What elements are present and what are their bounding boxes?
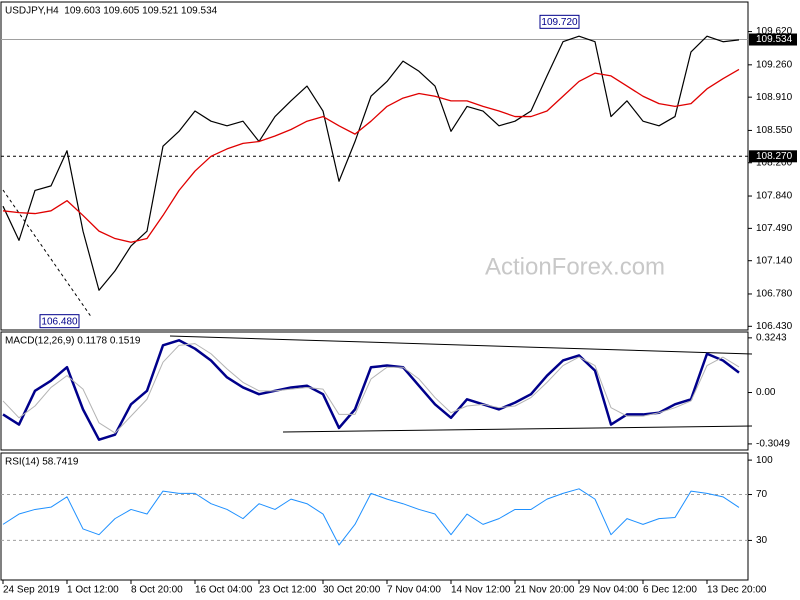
annotation: 106.480: [41, 316, 78, 327]
level-label: 108.270: [756, 151, 793, 162]
y-tick-label: 106.780: [756, 289, 793, 300]
y-tick-label: 0.00: [756, 387, 776, 398]
y-tick-label: 108.200: [756, 157, 793, 168]
y-tick-label: 0.3243: [756, 332, 787, 343]
y-tick-label: 108.550: [756, 125, 793, 136]
trend-line: [169, 335, 753, 355]
x-tick-label: 13 Dec 20:00: [707, 585, 767, 596]
x-tick-label: 29 Nov 04:00: [579, 585, 639, 596]
x-tick-label: 7 Nov 04:00: [387, 585, 441, 596]
y-tick-label: 106.430: [756, 321, 793, 332]
annotation-box: [539, 14, 580, 29]
x-tick-label: 23 Oct 12:00: [259, 585, 317, 596]
y-tick-label: 30: [756, 535, 768, 546]
y-tick-label: -0.3049: [756, 439, 790, 450]
series-line: [2, 68, 740, 243]
y-tick-label: 109.260: [756, 59, 793, 70]
x-tick-label: 14 Nov 12:00: [451, 585, 511, 596]
series-line: [2, 339, 740, 441]
panel-frame: [0, 1, 749, 331]
x-tick-label: 6 Dec 12:00: [643, 585, 697, 596]
panel-title: MACD(12,26,9) 0.1178 0.1519: [5, 336, 141, 347]
y-tick-label: 107.140: [756, 255, 793, 266]
series-line: [2, 488, 740, 546]
trend-line: [282, 425, 753, 433]
series-line: [2, 35, 740, 291]
y-tick-label: 108.910: [756, 92, 793, 103]
x-tick-label: 1 Oct 12:00: [67, 585, 119, 596]
y-tick-label: 100: [756, 455, 773, 466]
y-tick-label: 107.840: [756, 191, 793, 202]
level-label: 109.534: [756, 34, 793, 45]
panel-frame: [0, 331, 749, 451]
series-line: [2, 343, 740, 434]
x-tick-label: 16 Oct 04:00: [195, 585, 253, 596]
panel-frame: [0, 452, 749, 581]
watermark: ActionForex.com: [485, 253, 665, 280]
annotation: 109.720: [541, 17, 578, 28]
annotation-box: [39, 314, 80, 329]
level-label-box: [749, 150, 797, 163]
trend-line: [2, 189, 93, 319]
panel-title: RSI(14) 58.7419: [5, 457, 79, 468]
x-tick-label: 30 Oct 20:00: [323, 585, 381, 596]
panel-title: USDJPY,H4 109.603 109.605 109.521 109.53…: [5, 6, 218, 17]
x-tick-label: 21 Nov 20:00: [515, 585, 575, 596]
y-tick-label: 107.490: [756, 223, 793, 234]
y-tick-label: 70: [756, 489, 768, 500]
y-tick-label: 109.620: [756, 26, 793, 37]
x-tick-label: 8 Oct 20:00: [131, 585, 183, 596]
x-tick-label: 24 Sep 2019: [3, 585, 60, 596]
level-label-box: [749, 33, 797, 46]
